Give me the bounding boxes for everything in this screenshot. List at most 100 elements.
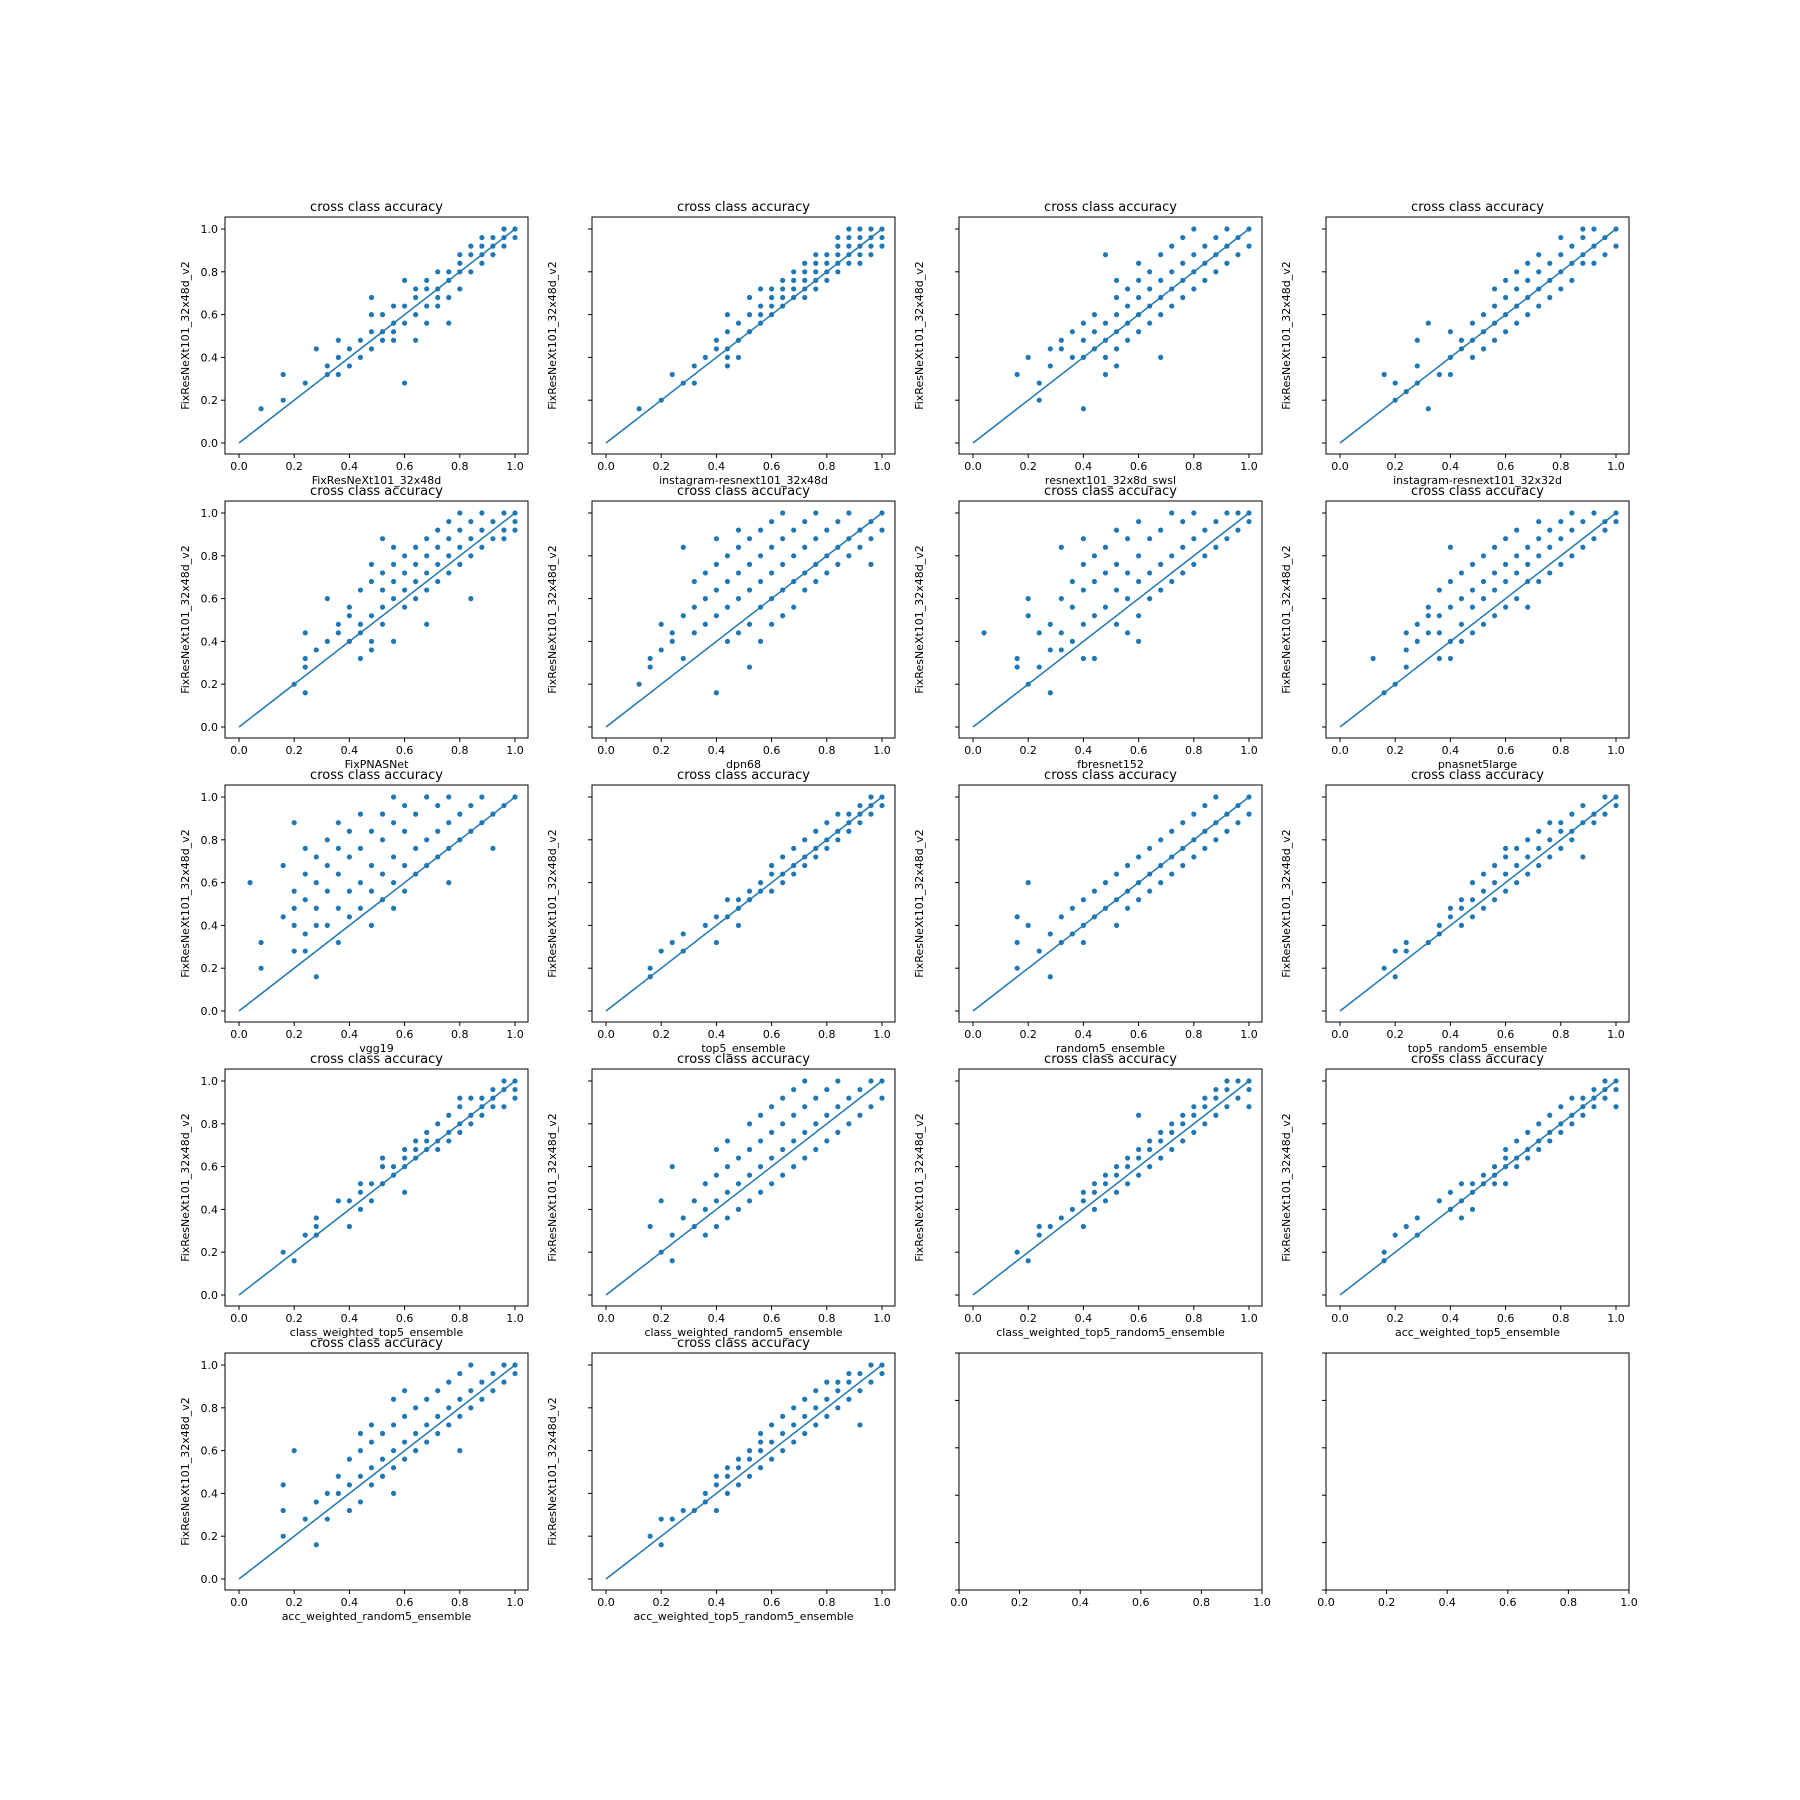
scatter-point	[1569, 1112, 1575, 1118]
subplot-4: 0.0 0.2 0.4 0.6 0.8 1.0 cross class accuracy in…	[1280, 200, 1630, 487]
scatter-point	[746, 536, 753, 542]
scatter-point	[1525, 312, 1531, 318]
scatter-point	[1202, 277, 1208, 283]
scatter-point	[1036, 1232, 1042, 1238]
y-tick-label: 1.0	[201, 1359, 219, 1372]
scatter-point	[1480, 888, 1487, 894]
scatter-point	[346, 854, 352, 860]
scatter-point	[1180, 260, 1186, 266]
x-tick-label: 1.0	[506, 744, 524, 757]
x-tick-label: 0.2	[285, 1596, 303, 1609]
scatter-point	[1414, 1232, 1420, 1238]
scatter-point	[647, 655, 653, 662]
scatter-point	[413, 1430, 419, 1437]
scatter-point	[802, 277, 808, 283]
scatter-point	[1469, 914, 1476, 920]
scatter-point	[791, 1405, 797, 1411]
scatter-point	[1124, 536, 1131, 542]
x-tick-label: 0.0	[950, 1596, 968, 1609]
reference-line-y-equals-x	[972, 1080, 1250, 1296]
scatter-point	[313, 1232, 319, 1238]
scatter-point	[1036, 948, 1042, 954]
scatter-point	[1591, 226, 1597, 232]
scatter-point	[335, 371, 341, 378]
scatter-point	[1503, 1181, 1509, 1187]
scatter-point	[291, 681, 297, 687]
scatter-point	[457, 252, 463, 258]
scatter-point	[702, 596, 708, 602]
scatter-point	[1191, 252, 1197, 258]
x-tick-label: 1.0	[1607, 1028, 1625, 1041]
scatter-point	[835, 837, 841, 843]
scatter-point	[501, 1078, 507, 1084]
scatter-point	[702, 1490, 708, 1496]
scatter-point	[757, 303, 764, 309]
scatter-point	[757, 320, 764, 326]
scatter-point	[713, 613, 720, 619]
x-tick-label: 0.2	[652, 744, 670, 757]
x-tick-label: 0.0	[597, 1312, 615, 1325]
chart-title: cross class accuracy	[1411, 768, 1544, 783]
x-tick-label: 0.8	[1552, 744, 1570, 757]
x-tick-label: 0.8	[1552, 1028, 1570, 1041]
scatter-point	[824, 1138, 830, 1144]
scatter-point	[1525, 1155, 1531, 1161]
x-axis-label: class_weighted_random5_ensemble	[644, 1326, 842, 1339]
scatter-point	[1414, 363, 1420, 369]
scatter-point	[1102, 544, 1109, 550]
scatter-point	[368, 578, 375, 585]
scatter-point	[857, 1086, 863, 1093]
x-tick-label: 0.8	[451, 1028, 469, 1041]
scatter-point	[379, 329, 386, 335]
x-axis-label: vgg19	[359, 1042, 393, 1055]
scatter-point	[1591, 1104, 1597, 1110]
scatter-point	[1569, 1095, 1575, 1101]
scatter-point	[1447, 544, 1453, 550]
scatter-point	[691, 1223, 697, 1230]
scatter-point	[1191, 854, 1197, 860]
scatter-point	[669, 371, 675, 378]
scatter-point	[1113, 294, 1120, 301]
scatter-point	[424, 320, 430, 326]
scatter-point	[357, 630, 364, 636]
scatter-point	[1602, 518, 1608, 525]
scatter-point	[1213, 544, 1219, 550]
subplot-17: 0.0 0.2 0.4 0.6 0.8 1.0 0.0 0.2 0.4 0.6 0.8 1.0 cros…	[179, 1336, 529, 1623]
scatter-point	[291, 922, 297, 929]
scatter-point	[735, 1465, 742, 1471]
scatter-point	[1091, 655, 1098, 662]
scatter-point	[1503, 604, 1509, 610]
x-tick-label: 0.2	[1019, 1312, 1037, 1325]
scatter-point	[479, 820, 485, 826]
scatter-point	[457, 1121, 463, 1127]
scatter-point	[1113, 1189, 1120, 1195]
scatter-point	[1169, 1146, 1175, 1153]
scatter-point	[1447, 655, 1453, 662]
scatter-point	[757, 1430, 764, 1437]
scatter-point	[846, 828, 852, 834]
scatter-point	[813, 1121, 819, 1127]
scatter-point	[835, 234, 841, 241]
x-tick-label: 1.0	[1607, 744, 1625, 757]
y-tick-label: 0.4	[201, 1487, 219, 1500]
scatter-point	[1091, 1181, 1098, 1187]
scatter-point	[1235, 1095, 1241, 1101]
scatter-point	[446, 269, 452, 275]
scatter-point	[357, 1448, 364, 1454]
scatter-point	[1558, 518, 1564, 525]
x-axis-label: acc_weighted_top5_random5_ensemble	[633, 1610, 853, 1623]
scatter-point	[390, 320, 397, 326]
scatter-point	[658, 1198, 664, 1204]
scatter-point	[1447, 329, 1453, 335]
scatter-point	[402, 1388, 408, 1394]
scatter-point	[1124, 630, 1131, 636]
scatter-point	[313, 880, 319, 886]
scatter-point	[512, 234, 518, 241]
scatter-point	[1447, 578, 1453, 585]
scatter-point	[424, 1396, 430, 1402]
scatter-point	[1036, 380, 1042, 386]
scatter-point	[1213, 252, 1219, 258]
scatter-point	[346, 914, 352, 920]
scatter-point	[1246, 811, 1252, 817]
scatter-point	[1180, 1121, 1186, 1127]
